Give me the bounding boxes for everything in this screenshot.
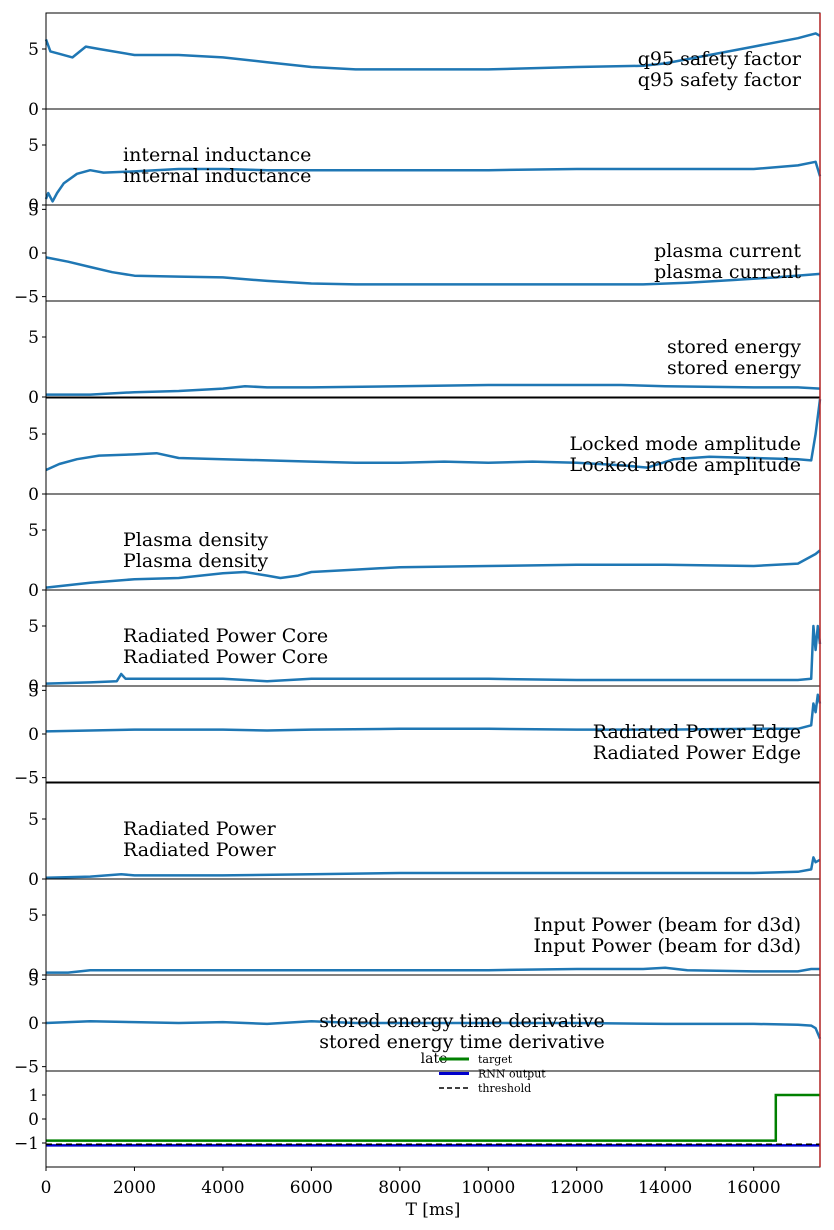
y-tick-label: −5 [14, 288, 39, 308]
panel-9: 0 5 Input Power (beam for d3d)Input Power … [28, 878, 821, 986]
y-tick-label: 0 [28, 966, 39, 986]
panel-label: Radiated Power Core [123, 646, 328, 668]
panel-10: −5 0 5 stored energy time derivativestored … [14, 970, 822, 1078]
legend-title: late [421, 1051, 448, 1067]
y-tick-label: 5 [28, 200, 39, 220]
panel-label: Radiated Power Edge [593, 742, 801, 764]
panel-label: stored energy [667, 357, 801, 379]
y-tick-label: 5 [28, 136, 39, 156]
signal-line [45, 624, 822, 685]
x-tick-label: 16000 [727, 1178, 781, 1198]
panel-label: Radiated Power Core [123, 625, 328, 647]
y-tick-label: 5 [28, 521, 39, 541]
legend-entry-label: threshold [478, 1082, 531, 1095]
y-tick-label: 0 [28, 100, 39, 120]
legend-entry-label: RNN output [478, 1068, 546, 1081]
x-axis-label: T [ms] [406, 1200, 461, 1220]
x-tick-label: 10000 [461, 1178, 515, 1198]
panel-label: Radiated Power Edge [593, 721, 801, 743]
panel-label: plasma current [654, 261, 801, 283]
panel-label: Input Power (beam for d3d) [533, 914, 801, 936]
panel-label: Locked mode amplitude [570, 433, 802, 455]
y-tick-label: 5 [28, 617, 39, 637]
panel-label: Plasma density [123, 550, 268, 572]
signal-line [45, 693, 822, 733]
x-tick-label: 0 [41, 1178, 52, 1198]
y-tick-label: 5 [28, 328, 39, 348]
y-tick-label: 5 [28, 681, 39, 701]
y-tick-label: 0 [28, 388, 39, 408]
x-tick-label: 8000 [378, 1178, 421, 1198]
panel-label: plasma current [654, 240, 801, 262]
signal-line [46, 383, 821, 396]
panel-label: q95 safety factor [638, 69, 802, 91]
y-tick-label: 5 [28, 970, 39, 990]
panel-label: Locked mode amplitude [570, 454, 802, 476]
y-tick-label: −1 [14, 1134, 39, 1154]
y-tick-label: 5 [28, 40, 39, 60]
panel-label: stored energy time derivative [319, 1031, 604, 1053]
y-tick-label: −5 [14, 1058, 39, 1078]
panel-label: internal inductance [123, 165, 311, 187]
panel-label: Input Power (beam for d3d) [533, 935, 801, 957]
panel-label: q95 safety factor [638, 48, 802, 70]
signal-line [45, 549, 821, 589]
y-tick-label: 0 [28, 1110, 39, 1130]
panel-label: stored energy [667, 336, 801, 358]
signal-line [45, 856, 821, 880]
y-tick-label: 0 [28, 196, 39, 216]
panel-label: Radiated Power [123, 839, 277, 861]
x-tick-label: 14000 [638, 1178, 692, 1198]
x-axis: 0 2000 4000 6000 8000 10000 12000 14000 16000 [41, 1167, 781, 1198]
legend-entry-label: target [478, 1053, 513, 1066]
signal-line [45, 1020, 822, 1040]
panel-frame [45, 1070, 821, 1168]
y-tick-label: 5 [28, 425, 39, 445]
signal-line [46, 966, 820, 974]
y-tick-label: 0 [28, 677, 39, 697]
y-tick-label: 0 [28, 581, 39, 601]
panel-label: Plasma density [123, 529, 268, 551]
series-target [46, 1093, 820, 1142]
y-tick-label: 0 [28, 485, 39, 505]
x-tick-label: 4000 [201, 1178, 244, 1198]
signal-line [44, 160, 822, 203]
y-tick-label: 0 [28, 870, 39, 890]
panel-label: internal inductance [123, 144, 311, 166]
y-tick-label: −5 [14, 769, 39, 789]
y-tick-label: 0 [28, 725, 39, 745]
y-tick-label: 0 [28, 244, 39, 264]
panel-label: stored energy time derivative [319, 1010, 604, 1032]
x-tick-label: 6000 [290, 1178, 333, 1198]
y-tick-label: 1 [28, 1086, 39, 1106]
y-tick-label: 5 [28, 906, 39, 926]
signal-line [45, 399, 822, 472]
x-tick-label: 2000 [113, 1178, 156, 1198]
panel-label: Radiated Power [123, 818, 277, 840]
signal-line [45, 256, 821, 286]
y-tick-label: 0 [28, 1014, 39, 1034]
y-tick-label: 5 [28, 810, 39, 830]
x-tick-label: 12000 [550, 1178, 604, 1198]
signal-line [44, 32, 821, 71]
